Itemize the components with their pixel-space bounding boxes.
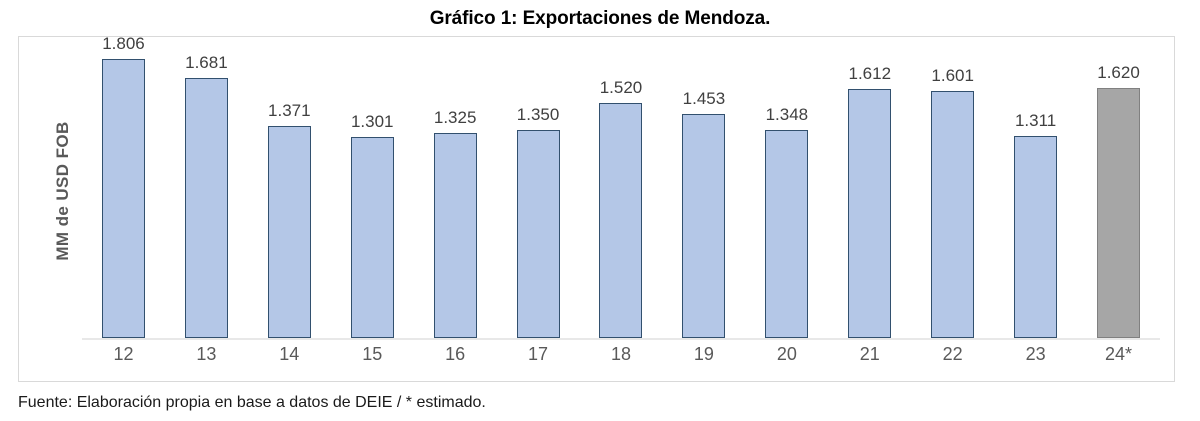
bar-slot: 1.301 bbox=[331, 40, 414, 338]
bar[interactable] bbox=[350, 137, 394, 338]
bar-value-label: 1.520 bbox=[599, 78, 643, 97]
bar[interactable] bbox=[184, 78, 228, 338]
bar-value-label: 1.453 bbox=[682, 89, 726, 108]
bar[interactable] bbox=[848, 89, 892, 338]
bar[interactable] bbox=[765, 130, 809, 338]
bar-value-label: 1.325 bbox=[433, 108, 477, 127]
x-axis-tick-label: 17 bbox=[528, 344, 549, 364]
x-axis-tick-label: 14 bbox=[279, 344, 300, 364]
y-axis-title: MM de USD FOB bbox=[53, 121, 72, 261]
bar-slot: 1.681 bbox=[165, 40, 248, 338]
bar-slot: 1.601 bbox=[911, 40, 994, 338]
bar-value-label: 1.348 bbox=[765, 105, 809, 124]
page-title: Gráfico 1: Exportaciones de Mendoza. bbox=[429, 8, 771, 29]
bar-slot: 1.371 bbox=[248, 40, 331, 338]
bar-value-label: 1.612 bbox=[848, 64, 892, 83]
bar-slot: 1.325 bbox=[414, 40, 497, 338]
bar-slot: 1.350 bbox=[497, 40, 580, 338]
x-axis-tick-label: 13 bbox=[196, 344, 217, 364]
bar[interactable] bbox=[101, 59, 145, 338]
bar[interactable] bbox=[599, 103, 643, 338]
bar-value-label: 1.301 bbox=[350, 112, 394, 131]
bar-value-label: 1.311 bbox=[1014, 111, 1057, 130]
x-axis-tick-labels: 12 13 14 15 16 17 18 19 20 21 22 23 24* bbox=[82, 344, 1160, 365]
bar[interactable] bbox=[931, 91, 975, 338]
bar-value-label: 1.350 bbox=[516, 105, 560, 124]
bar-slot: 1.348 bbox=[745, 40, 828, 338]
bar[interactable] bbox=[433, 133, 477, 338]
x-axis-tick-label: 22 bbox=[942, 344, 963, 364]
bar-value-label: 1.620 bbox=[1097, 63, 1140, 82]
x-axis-tick-label: 12 bbox=[113, 344, 134, 364]
bar-value-label: 1.806 bbox=[102, 34, 145, 53]
x-axis-tick-label: 19 bbox=[693, 344, 714, 364]
x-axis-tick-label: 21 bbox=[859, 344, 880, 364]
bar-slot: 1.806 bbox=[82, 34, 165, 338]
x-axis-tick-label: 15 bbox=[362, 344, 383, 364]
bar[interactable] bbox=[516, 130, 560, 338]
x-axis-tick-label: 24* bbox=[1105, 344, 1133, 364]
bar-value-label: 1.371 bbox=[268, 101, 311, 120]
bar-slot: 1.453 bbox=[662, 40, 745, 338]
bar-slot: 1.620 bbox=[1077, 40, 1160, 338]
bar-value-label: 1.601 bbox=[931, 66, 974, 85]
x-axis-tick-label: 23 bbox=[1025, 344, 1046, 364]
category-axis-line bbox=[82, 338, 1160, 340]
bar-slot: 1.612 bbox=[828, 40, 911, 338]
bar[interactable] bbox=[1014, 136, 1058, 338]
bar-value-label: 1.681 bbox=[185, 53, 228, 72]
x-axis-tick-label: 16 bbox=[445, 344, 466, 364]
bar[interactable] bbox=[1097, 88, 1141, 338]
x-axis-tick-label: 18 bbox=[610, 344, 631, 364]
bar-slot: 1.311 bbox=[994, 40, 1077, 338]
bar[interactable] bbox=[267, 126, 311, 338]
x-axis-tick-label: 20 bbox=[776, 344, 797, 364]
bar-series: 1.806 1.681 1.371 1.301 1.325 1.350 1.520 1.453… bbox=[82, 34, 1160, 338]
bar-slot: 1.520 bbox=[580, 40, 663, 338]
source-note: Fuente: Elaboración propia en base a dat… bbox=[18, 394, 486, 411]
bar[interactable] bbox=[682, 114, 726, 338]
